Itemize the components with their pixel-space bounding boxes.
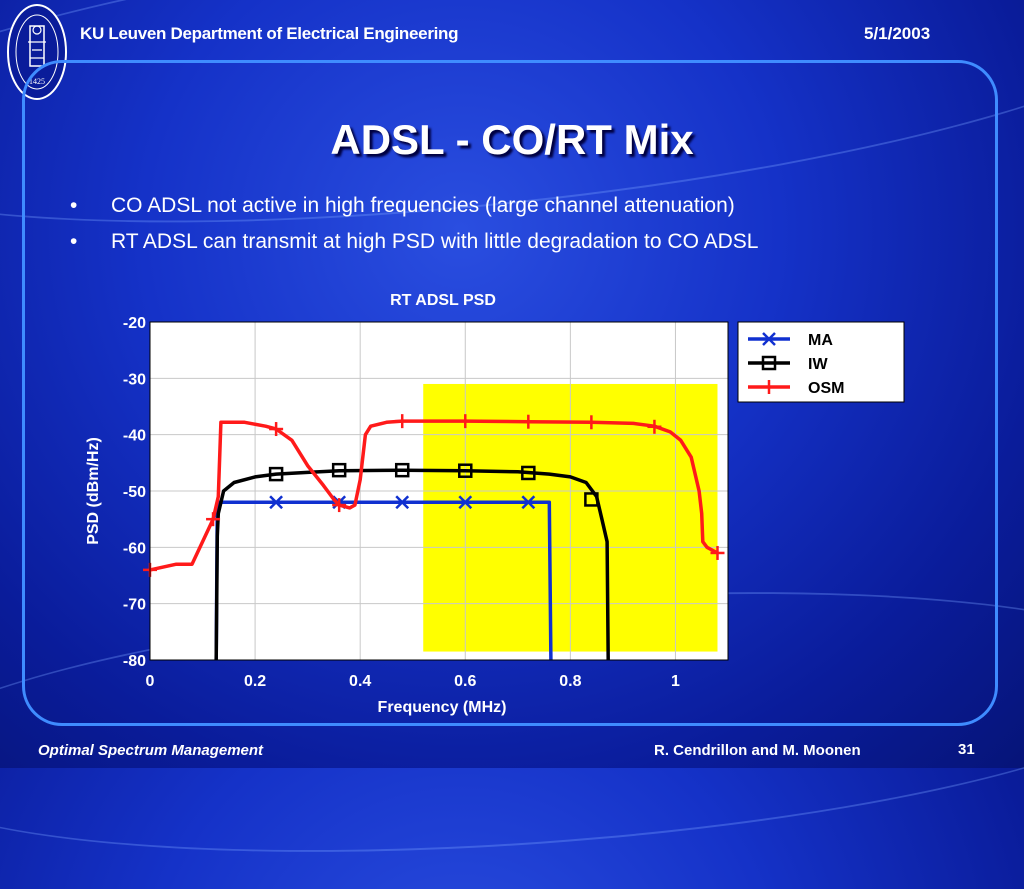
header-title: KU Leuven Department of Electrical Engin… (80, 24, 459, 43)
series-marker-ma (521, 495, 536, 510)
legend: MA IW OSM (737, 321, 905, 403)
bullet-text: RT ADSL can transmit at high PSD with li… (111, 230, 759, 253)
legend-marker-osm (762, 380, 776, 394)
y-tick-label: -30 (123, 371, 146, 388)
series-marker-ma (458, 495, 473, 510)
x-tick-label: 0.4 (349, 673, 371, 690)
series-marker-osm (206, 512, 221, 527)
y-tick-label: -20 (123, 315, 146, 332)
y-tick-label: -80 (123, 653, 146, 670)
chart-title: RT ADSL PSD (390, 292, 496, 309)
x-axis-label: Frequency (MHz) (378, 699, 507, 716)
series-marker-osm (332, 498, 347, 513)
footer-course-title: Optimal Spectrum Management (38, 742, 264, 759)
y-tick-label: -70 (123, 597, 146, 614)
legend-label-ma: MA (808, 332, 833, 349)
y-axis-label: PSD (dBm/Hz) (85, 437, 102, 545)
series-marker-osm (710, 545, 725, 560)
x-tick-label: 1 (671, 673, 680, 690)
header-date: 5/1/2003 (864, 24, 931, 43)
series-marker-osm (458, 414, 473, 429)
series-marker-osm (647, 419, 662, 434)
legend-label-iw: IW (808, 356, 828, 373)
legend-marker-iw (761, 355, 777, 371)
bullet-text: CO ADSL not active in high frequencies (… (111, 194, 735, 217)
slide-title: ADSL - CO/RT Mix (330, 116, 694, 163)
series-marker-ma (269, 495, 283, 510)
plot-border (149, 321, 729, 661)
footer-authors: R. Cendrillon and M. Moonen (654, 742, 861, 759)
y-tick-label: -60 (123, 540, 146, 557)
series-marker-iw (394, 462, 410, 478)
series-marker-osm (521, 414, 536, 429)
x-tick-label: 0.6 (454, 673, 476, 690)
psd-chart: RT ADSL PSD 0 0.2 0.4 0.6 0.8 1 -80 -70 -60 -50 -… (85, 292, 905, 716)
series-marker-osm (584, 415, 599, 430)
bullet-dot-icon: • (70, 194, 78, 217)
series-marker-iw (331, 462, 347, 478)
series-marker-osm (395, 414, 410, 429)
x-tick-label: 0.2 (244, 673, 266, 690)
series-marker-osm (269, 422, 284, 437)
legend-marker-ma (762, 332, 776, 346)
legend-label-osm: OSM (808, 380, 844, 397)
footer-page-number: 31 (958, 741, 975, 758)
y-tick-label: -40 (123, 428, 146, 445)
content-frame (22, 60, 998, 726)
bullet-dot-icon: • (70, 230, 78, 253)
header-bar: KU Leuven Department of Electrical Engin… (70, 18, 970, 50)
series-marker-iw (584, 492, 599, 507)
series-marker-iw (268, 466, 284, 482)
x-tick-label: 0 (146, 673, 155, 690)
series-marker-iw (458, 463, 473, 478)
series-line-osm (149, 419, 719, 572)
series-marker-ma (395, 495, 410, 510)
x-tick-label: 0.8 (559, 673, 581, 690)
series-marker-iw (521, 465, 536, 481)
y-tick-label: -50 (123, 484, 146, 501)
